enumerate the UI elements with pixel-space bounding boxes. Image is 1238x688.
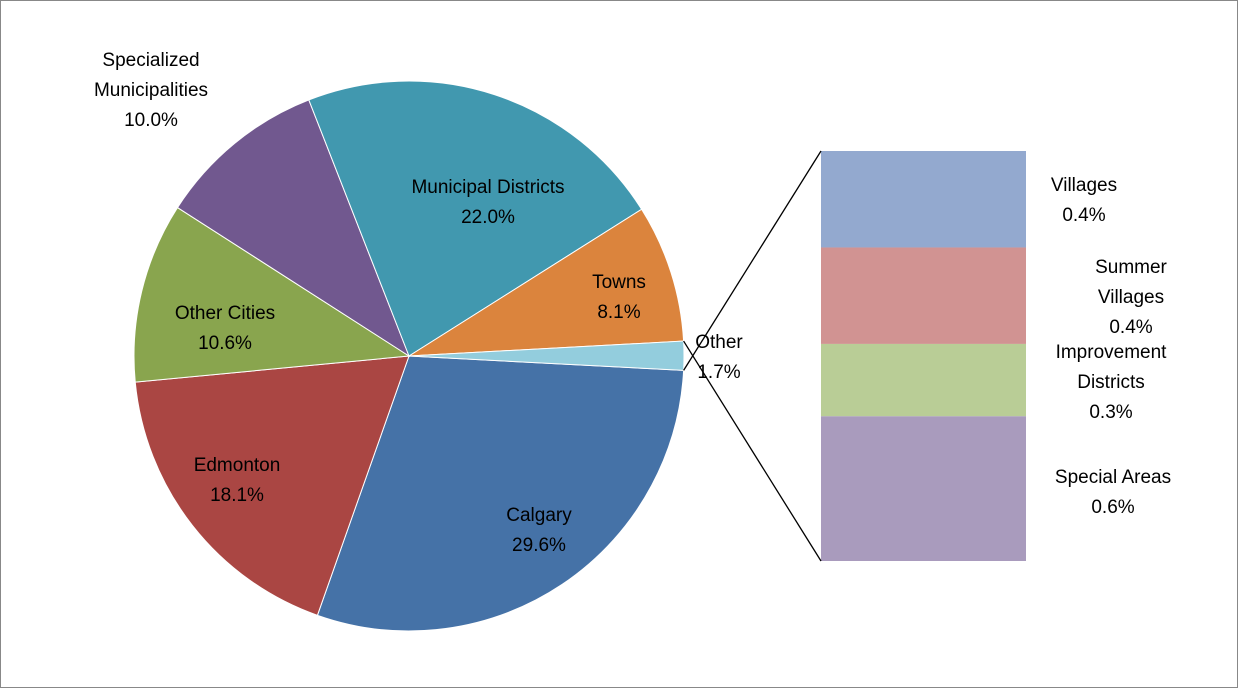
pie-slice [134,355,410,616]
label-name: Specialized Municipalities [93,50,209,101]
bar-segment [821,247,1026,344]
label-value: 0.4% [1109,317,1153,338]
pie-slice [407,208,685,357]
label-name: Special Areas [1054,467,1172,488]
pie-label: Towns 8.1% [592,268,646,328]
label-value: 29.6% [512,535,566,556]
pie-slice [176,99,411,358]
label-name: Villages [1050,175,1118,196]
pie-slice [133,206,411,383]
pie-label: Calgary 29.6% [506,501,571,561]
label-value: 22.0% [461,207,515,228]
label-value: 0.3% [1089,402,1133,423]
label-name: Improvement Districts [1055,342,1167,393]
pie-slice [316,355,685,632]
pie-label: Other 1.7% [695,328,743,388]
label-value: 0.6% [1091,497,1135,518]
pie-label: Specialized Municipalities 10.0% [61,46,241,136]
connector [683,150,822,371]
label-value: 8.1% [597,302,641,323]
connector [683,340,822,562]
label-name: Towns [592,272,646,293]
label-name: Calgary [506,505,572,526]
pie-label: Municipal Districts 22.0% [411,173,564,233]
label-value: 1.7% [697,362,741,383]
pie-label: Edmonton 18.1% [194,451,281,511]
bar-label: Improvement Districts 0.3% [1026,338,1196,428]
label-value: 18.1% [210,485,264,506]
bar-label: Summer Villages 0.4% [1078,253,1184,343]
label-name: Summer Villages [1095,257,1167,308]
bar-label: Villages 0.4% [1051,171,1117,231]
bar-segment [821,151,1026,248]
label-value: 10.0% [124,110,178,131]
bar-segment [821,343,1026,417]
label-name: Other Cities [174,303,276,324]
label-value: 0.4% [1062,205,1106,226]
label-name: Edmonton [193,455,281,476]
label-name: Municipal Districts [411,177,565,198]
label-value: 10.6% [198,333,252,354]
bar-label: Special Areas 0.6% [1055,463,1171,523]
bar-segment [821,416,1026,561]
pie-label: Other Cities 10.6% [175,299,275,359]
pie-slice [308,80,643,357]
label-name: Other [695,332,743,353]
